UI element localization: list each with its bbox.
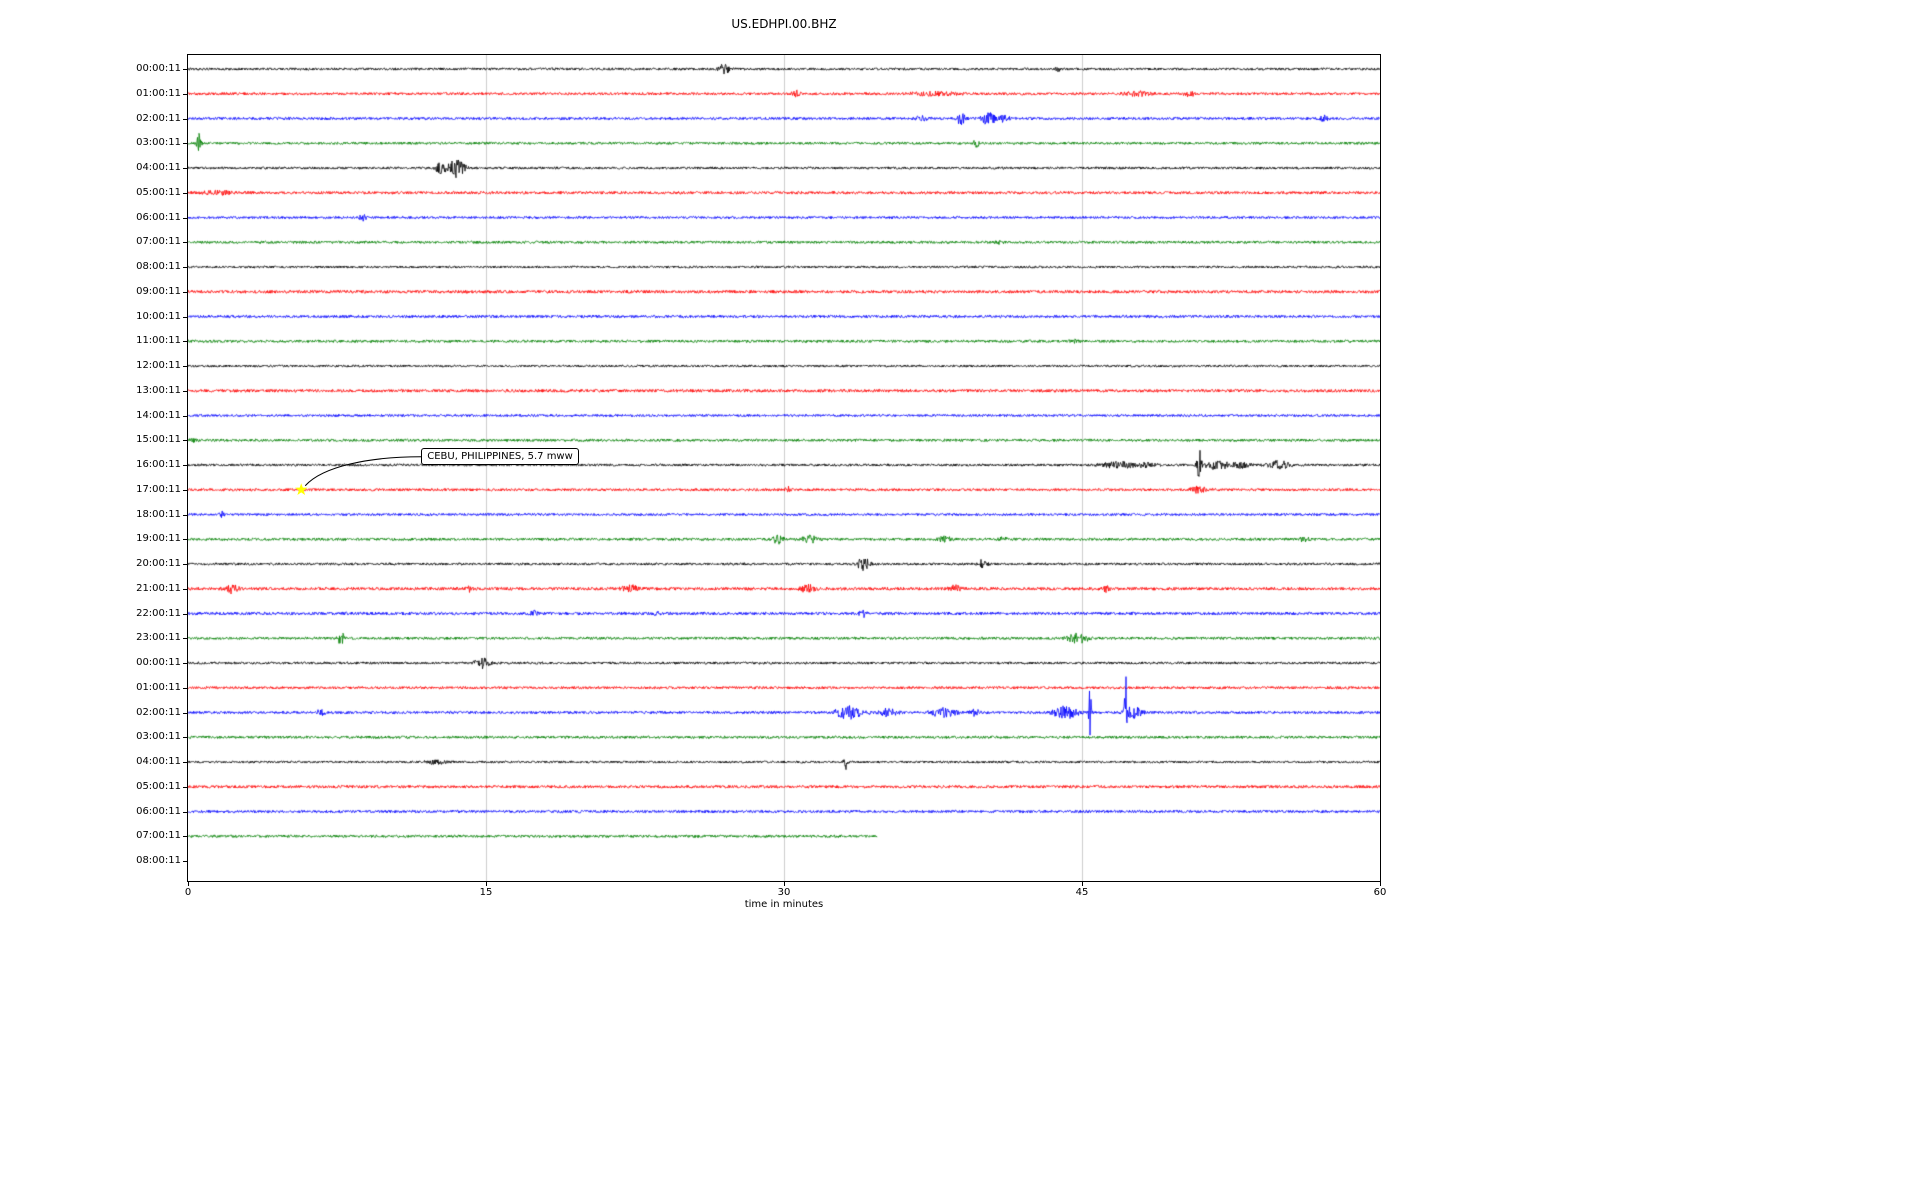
y-tick-mark: [183, 811, 187, 813]
row-time-label: 16:00:11: [136, 459, 181, 470]
row-time-label: 13:00:11: [136, 384, 181, 396]
row-time-label: 06:00:11: [136, 211, 181, 223]
y-tick-mark: [183, 836, 187, 838]
row-time-label: 05:00:11: [136, 186, 181, 198]
row-time-label: 02:00:11: [136, 706, 181, 718]
row-time-label: 18:00:11: [136, 508, 181, 520]
y-tick-mark: [183, 192, 187, 194]
row-time-label: 05:00:11: [136, 780, 181, 792]
x-axis-label: time in minutes: [744, 899, 824, 910]
x-tick-mark: [1380, 882, 1381, 886]
row-time-label: 22:00:11: [136, 607, 181, 619]
row-time-label: 02:00:11: [136, 112, 181, 124]
y-tick-mark: [183, 514, 187, 516]
x-tick-label: 60: [1373, 887, 1387, 898]
seismogram-canvas: [188, 55, 1380, 881]
event-annotation: CEBU, PHILIPPINES, 5.7 mww: [421, 447, 579, 465]
y-tick-mark: [183, 489, 187, 491]
row-time-label: 10:00:11: [136, 310, 181, 322]
row-time-label: 07:00:11: [136, 830, 181, 842]
row-time-label: 04:00:11: [136, 162, 181, 173]
row-time-label: 03:00:11: [136, 137, 181, 149]
row-time-label: 17:00:11: [136, 483, 181, 495]
y-tick-mark: [183, 737, 187, 739]
row-time-label: 21:00:11: [136, 582, 181, 594]
row-time-label: 06:00:11: [136, 805, 181, 817]
y-tick-mark: [183, 861, 187, 862]
y-tick-mark: [183, 69, 187, 70]
y-tick-mark: [183, 638, 187, 640]
plot-area: [187, 54, 1381, 882]
y-tick-mark: [183, 786, 187, 788]
y-tick-mark: [183, 316, 187, 318]
row-time-label: 07:00:11: [136, 236, 181, 248]
row-time-label: 00:00:11: [136, 63, 181, 74]
y-tick-mark: [183, 440, 187, 442]
x-tick-mark: [1082, 882, 1083, 886]
row-time-label: 12:00:11: [136, 360, 181, 371]
y-tick-mark: [183, 118, 187, 120]
row-time-label: 08:00:11: [136, 855, 181, 866]
y-tick-mark: [183, 390, 187, 392]
x-tick-mark: [784, 882, 785, 886]
y-tick-mark: [183, 465, 187, 466]
row-time-label: 01:00:11: [136, 681, 181, 693]
row-time-label: 23:00:11: [136, 632, 181, 644]
row-time-label: 19:00:11: [136, 533, 181, 545]
row-time-label: 20:00:11: [136, 558, 181, 569]
y-tick-mark: [183, 217, 187, 219]
y-tick-mark: [183, 143, 187, 145]
row-time-label: 11:00:11: [136, 335, 181, 347]
row-time-label: 14:00:11: [136, 409, 181, 421]
row-time-label: 01:00:11: [136, 87, 181, 99]
x-tick-label: 45: [1075, 887, 1089, 898]
y-tick-mark: [183, 366, 187, 367]
row-time-label: 00:00:11: [136, 657, 181, 668]
y-tick-mark: [183, 168, 187, 169]
x-tick-label: 15: [479, 887, 493, 898]
x-tick-label: 0: [184, 887, 192, 898]
x-tick-mark: [188, 882, 189, 886]
row-time-label: 03:00:11: [136, 731, 181, 743]
y-tick-mark: [183, 93, 187, 95]
y-tick-mark: [183, 341, 187, 343]
y-tick-mark: [183, 539, 187, 541]
y-tick-mark: [183, 267, 187, 268]
y-tick-mark: [183, 588, 187, 590]
y-tick-mark: [183, 564, 187, 565]
y-tick-mark: [183, 291, 187, 293]
row-time-label: 15:00:11: [136, 434, 181, 446]
y-tick-mark: [183, 613, 187, 615]
y-tick-mark: [183, 712, 187, 714]
x-tick-mark: [486, 882, 487, 886]
y-tick-mark: [183, 415, 187, 417]
row-time-label: 09:00:11: [136, 285, 181, 297]
y-tick-mark: [183, 762, 187, 763]
y-tick-mark: [183, 242, 187, 244]
row-time-label: 08:00:11: [136, 261, 181, 272]
y-tick-mark: [183, 663, 187, 664]
chart-title: US.EDHPI.00.BHZ: [731, 17, 837, 31]
y-tick-mark: [183, 687, 187, 689]
x-tick-label: 30: [777, 887, 791, 898]
row-time-label: 04:00:11: [136, 756, 181, 767]
